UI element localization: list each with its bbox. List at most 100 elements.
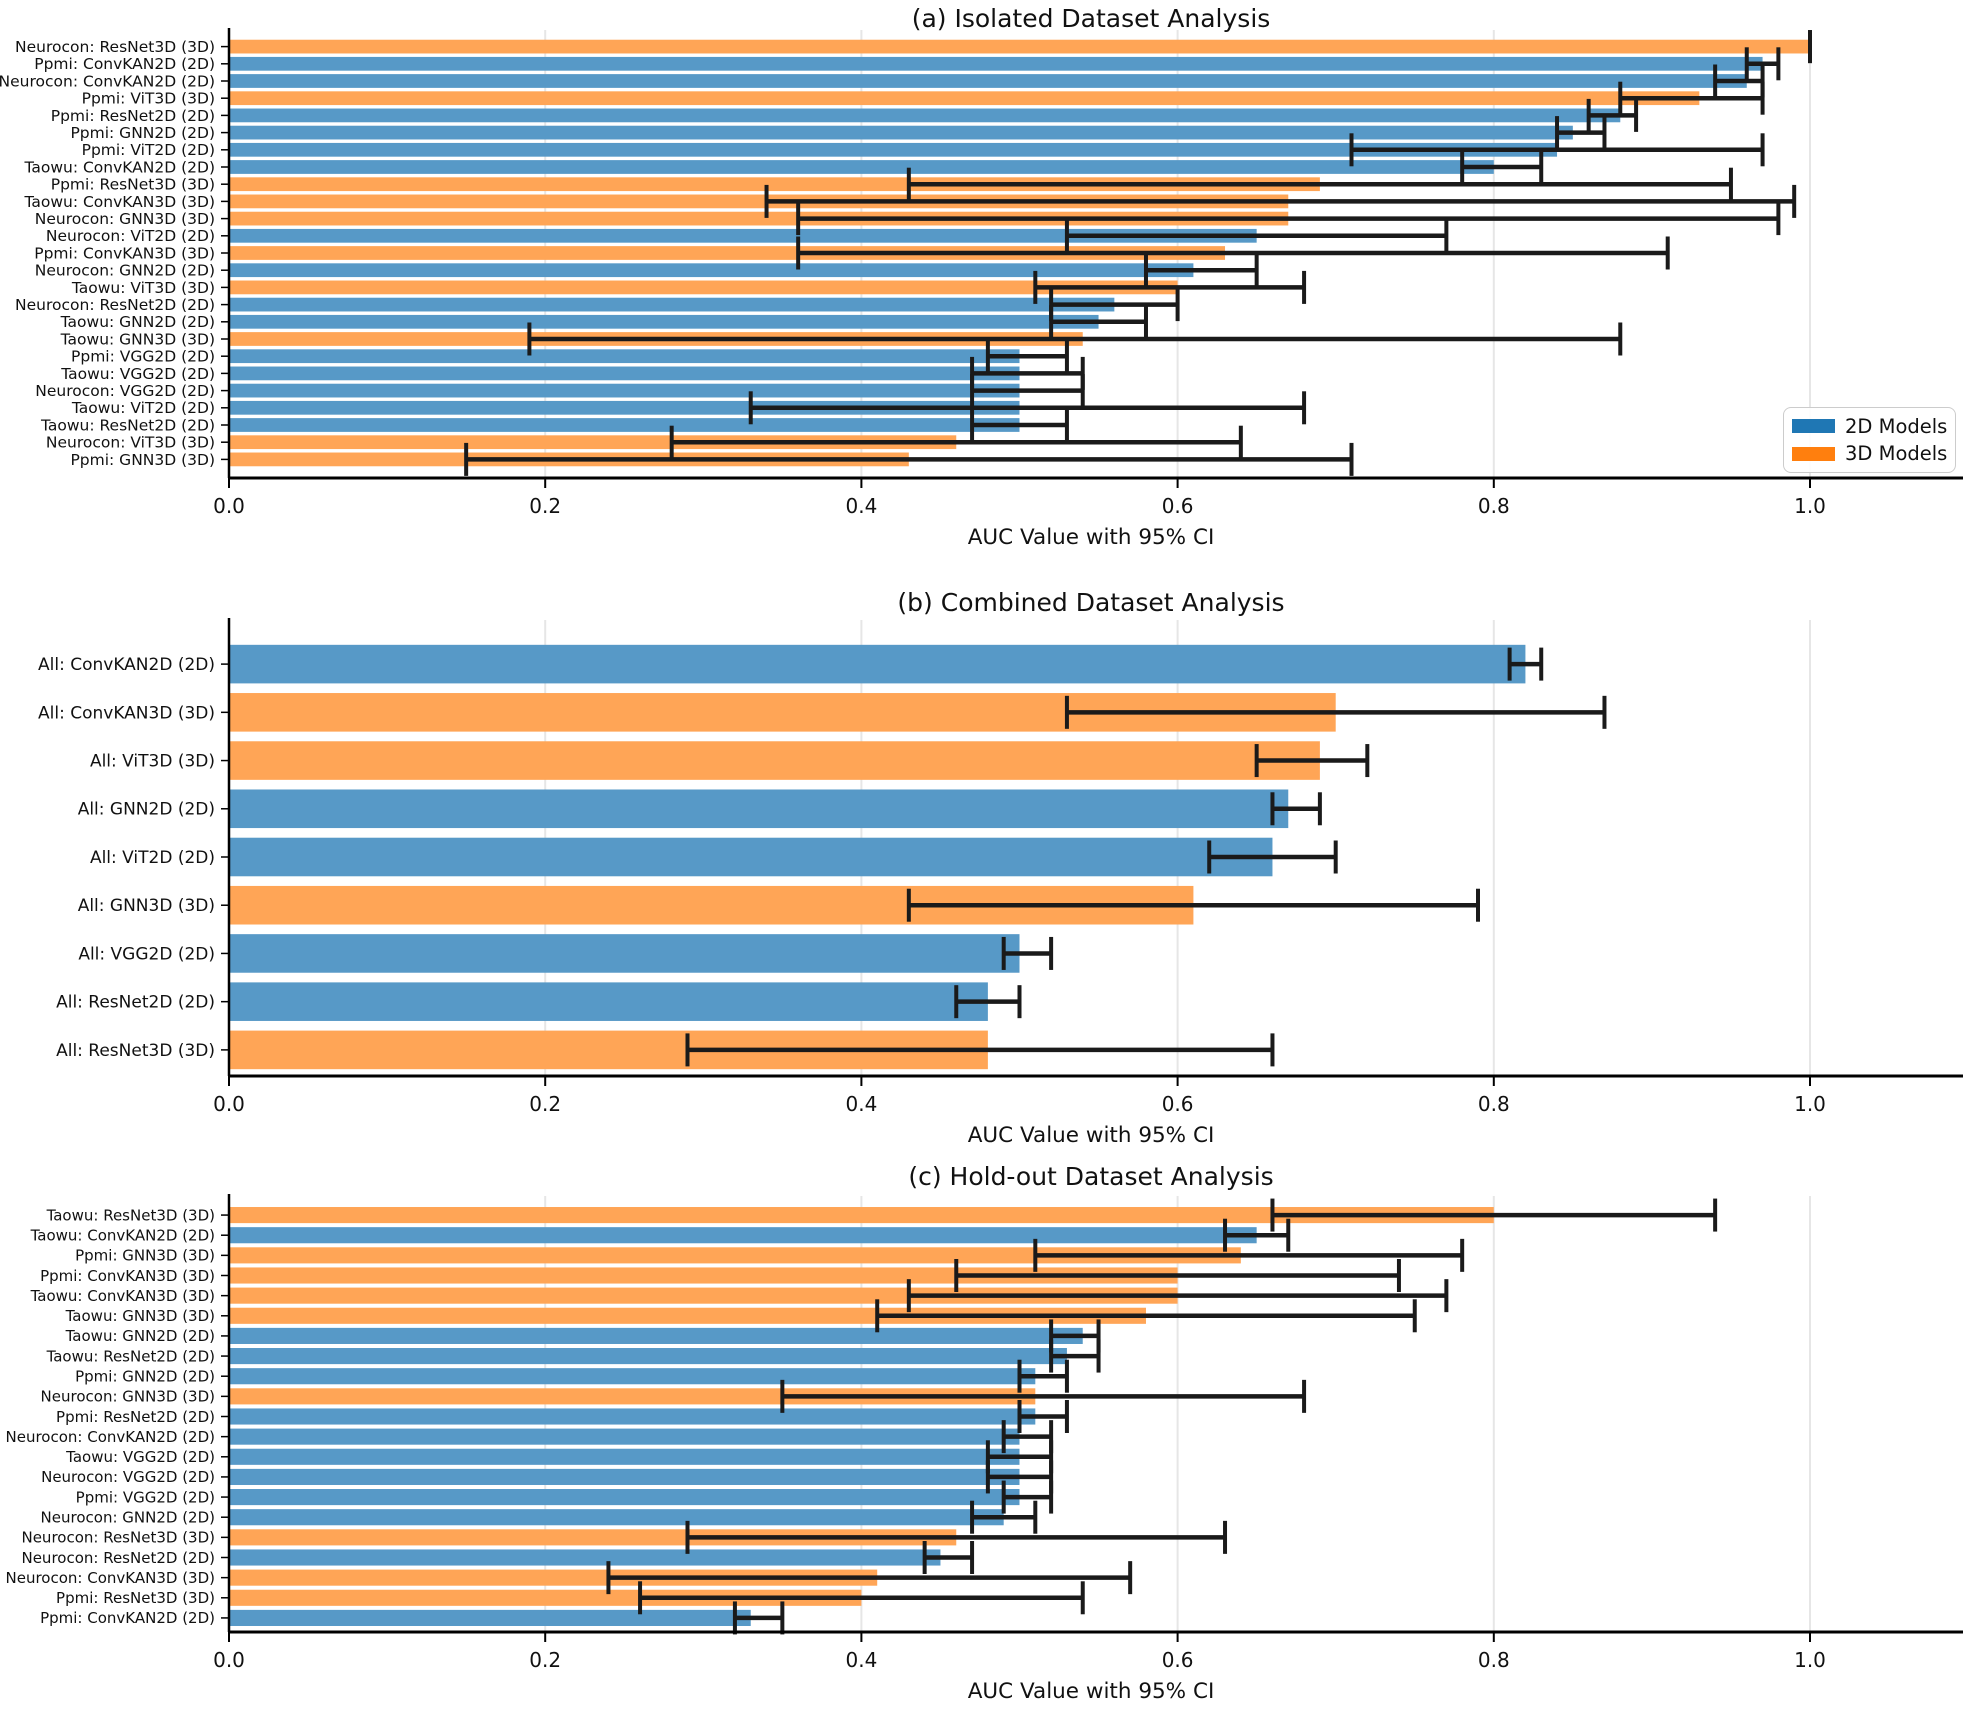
bar (230, 1529, 957, 1546)
bar (230, 1267, 1178, 1284)
y-tick-label: Ppmi: VGG2D (2D) (76, 1488, 215, 1506)
y-tick-label: Neurocon: ResNet3D (3D) (21, 1529, 215, 1547)
legend-swatch-2d (1792, 418, 1835, 434)
panel-c-title: (c) Hold-out Dataset Analysis (908, 1162, 1274, 1191)
panel-a-plot: Neurocon: ResNet3D (3D)Ppmi: ConvKAN2D (… (0, 28, 1963, 518)
legend-item-3d: 3D Models (1792, 442, 1947, 465)
panel-a-title: (a) Isolated Dataset Analysis (911, 4, 1271, 33)
bar (230, 1287, 1178, 1304)
y-tick-label: Neurocon: ViT2D (2D) (46, 227, 215, 245)
bar (230, 314, 1099, 329)
y-tick-label: Neurocon: ResNet2D (2D) (21, 1549, 215, 1567)
bar (230, 1468, 1020, 1485)
y-tick-label: Neurocon: GNN3D (3D) (35, 210, 215, 228)
panel-b-title: (b) Combined Dataset Analysis (897, 588, 1285, 617)
y-tick-label: Ppmi: GNN3D (3D) (70, 451, 215, 469)
y-tick-label: Taowu: ResNet3D (3D) (46, 1206, 215, 1224)
y-tick-label: Ppmi: ConvKAN2D (2D) (40, 1609, 215, 1627)
bar (230, 1388, 1036, 1405)
y-tick-label: Taowu: ResNet2D (2D) (40, 416, 215, 434)
y-tick-label: Ppmi: ResNet2D (2D) (51, 107, 215, 125)
y-tick-label: Neurocon: ConvKAN2D (2D) (0, 72, 215, 90)
bar (230, 982, 988, 1021)
bar (230, 1609, 751, 1626)
x-tick-label: 0.6 (1162, 1648, 1194, 1672)
y-tick-label: Ppmi: ConvKAN3D (3D) (40, 1267, 215, 1285)
legend-swatch-3d (1792, 446, 1835, 462)
y-tick-label: Neurocon: ResNet3D (3D) (15, 38, 215, 56)
y-tick-label: All: ViT2D (2D) (90, 848, 215, 868)
legend-label-2d: 2D Models (1845, 414, 1948, 438)
x-tick-label: 0.0 (213, 1648, 245, 1672)
bar (230, 366, 1020, 381)
y-tick-label: Neurocon: GNN2D (2D) (35, 262, 215, 280)
y-tick-label: Taowu: ViT3D (3D) (71, 279, 215, 297)
bar (230, 297, 1115, 312)
y-tick-label: Neurocon: ResNet2D (2D) (15, 296, 215, 314)
bar (230, 142, 1558, 157)
bar (230, 1408, 1036, 1425)
bar (230, 280, 1178, 295)
bar (230, 400, 1020, 415)
y-tick-label: Ppmi: ConvKAN2D (2D) (34, 55, 215, 73)
y-tick-label: Ppmi: ResNet2D (2D) (56, 1408, 215, 1426)
bar (230, 789, 1289, 829)
y-tick-label: Ppmi: ResNet3D (3D) (51, 176, 215, 194)
x-tick-label: 0.6 (1162, 494, 1194, 518)
y-tick-label: Ppmi: GNN2D (2D) (70, 124, 215, 142)
y-tick-label: All: VGG2D (2D) (78, 944, 215, 964)
panel-b-xlabel: AUC Value with 95% CI (967, 1123, 1215, 1148)
y-tick-label: Taowu: GNN2D (2D) (65, 1327, 215, 1345)
y-tick-label: Ppmi: ViT3D (3D) (82, 90, 215, 108)
bar (230, 1428, 1020, 1445)
y-tick-label: Taowu: GNN2D (2D) (60, 313, 215, 331)
bar (230, 108, 1621, 123)
bar (230, 160, 1494, 174)
y-tick-label: Neurocon: VGG2D (2D) (35, 382, 215, 400)
bar (230, 349, 1020, 364)
y-tick-label: Ppmi: GNN2D (2D) (75, 1367, 215, 1385)
y-tick-label: Ppmi: VGG2D (2D) (71, 348, 215, 366)
x-tick-label: 1.0 (1794, 1092, 1826, 1116)
bar (230, 1549, 941, 1566)
y-tick-label: All: ConvKAN2D (2D) (38, 655, 215, 675)
bar (230, 1569, 878, 1586)
x-tick-label: 0.8 (1478, 1648, 1510, 1672)
y-tick-label: All: ViT3D (3D) (90, 752, 215, 772)
bar (230, 56, 1763, 71)
bar (230, 194, 1289, 209)
bar (230, 1307, 1146, 1324)
bar (230, 1327, 1083, 1344)
x-tick-label: 0.2 (529, 1648, 561, 1672)
x-tick-label: 0.6 (1162, 1092, 1194, 1116)
y-tick-label: Taowu: VGG2D (2D) (65, 1448, 215, 1466)
y-tick-label: Taowu: ConvKAN3D (3D) (23, 193, 215, 211)
y-tick-label: All: ConvKAN3D (3D) (38, 703, 215, 723)
x-tick-label: 0.4 (845, 1648, 877, 1672)
panel-b-plot: All: ConvKAN2D (2D) All: ConvKAN3D (3D) Al… (38, 618, 1963, 1116)
legend-label-3d: 3D Models (1845, 442, 1948, 466)
y-tick-label: Neurocon: ConvKAN2D (2D) (6, 1428, 215, 1446)
bar (230, 125, 1573, 140)
bar (230, 418, 1020, 432)
bar (230, 1589, 862, 1606)
y-tick-label: Ppmi: GNN3D (3D) (75, 1247, 215, 1265)
bar (230, 211, 1289, 226)
panel-c-xlabel: AUC Value with 95% CI (967, 1679, 1215, 1704)
y-tick-label: Ppmi: ResNet3D (3D) (56, 1589, 215, 1607)
bar (230, 383, 1020, 398)
x-tick-label: 0.8 (1478, 494, 1510, 518)
y-tick-label: Neurocon: ViT3D (3D) (46, 434, 215, 452)
panel-a-xlabel: AUC Value with 95% CI (967, 525, 1215, 550)
bar (230, 644, 1526, 684)
x-tick-label: 0.0 (213, 1092, 245, 1116)
bar (230, 934, 1020, 973)
y-tick-label: Taowu: ConvKAN2D (2D) (30, 1226, 215, 1244)
y-tick-label: Taowu: ConvKAN2D (2D) (23, 158, 215, 176)
y-tick-label: All: ResNet2D (2D) (56, 993, 215, 1013)
bar (230, 91, 1700, 106)
y-tick-label: Ppmi: ConvKAN3D (3D) (34, 244, 215, 262)
x-tick-label: 0.2 (529, 494, 561, 518)
y-tick-label: Taowu: ViT2D (2D) (71, 399, 215, 417)
bar (230, 1368, 1036, 1385)
